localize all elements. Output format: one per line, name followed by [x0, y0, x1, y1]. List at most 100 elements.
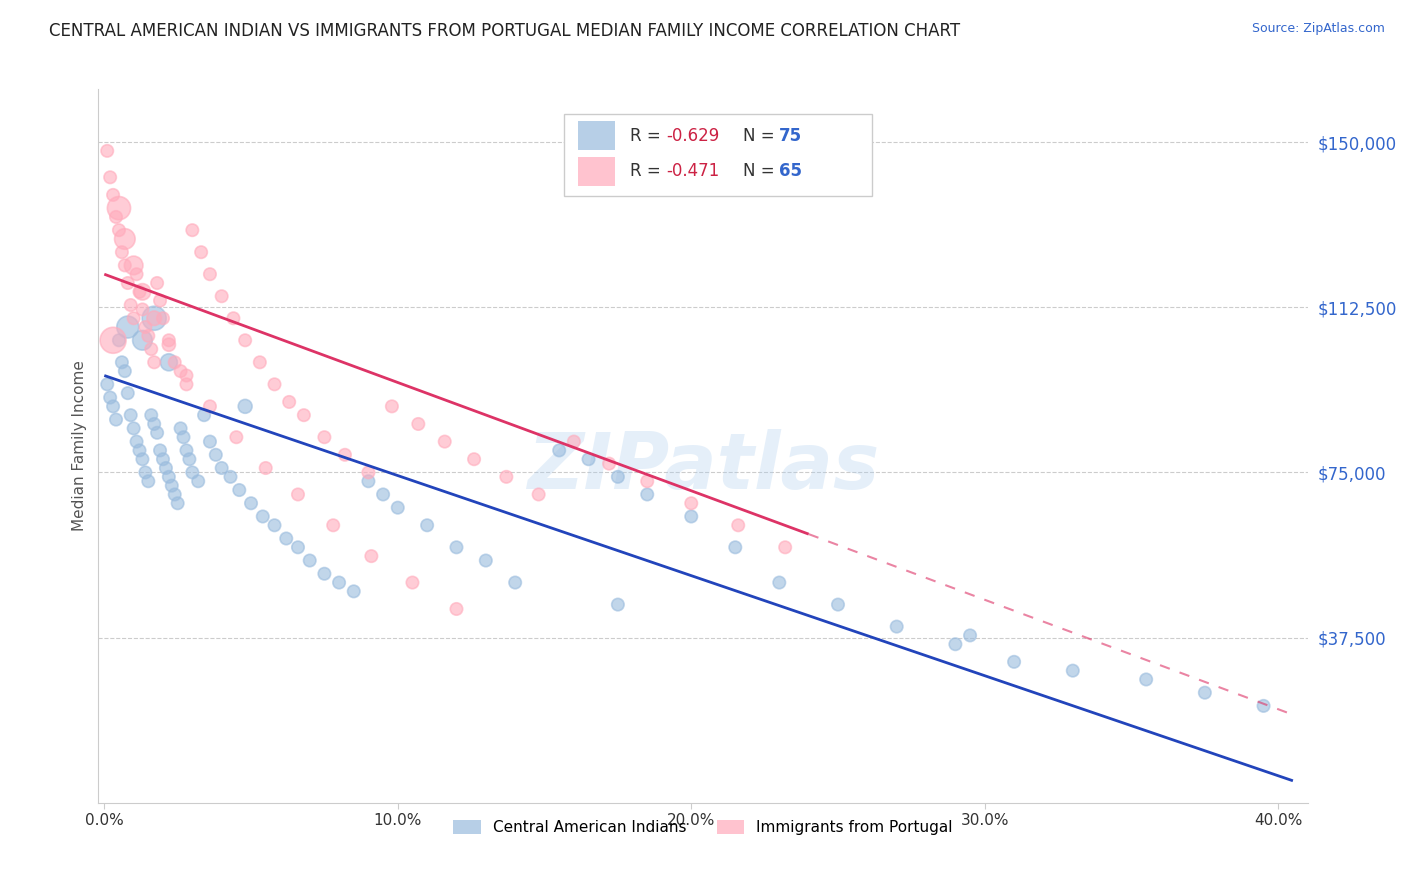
Bar — [578, 121, 614, 150]
Text: ZIPatlas: ZIPatlas — [527, 429, 879, 506]
Point — [1135, 673, 1157, 687]
Point — [190, 245, 212, 260]
Point — [163, 355, 186, 369]
Point — [143, 417, 166, 431]
Point — [128, 443, 150, 458]
Point — [176, 368, 198, 383]
Point — [198, 434, 221, 449]
Point — [125, 434, 148, 449]
Point — [1002, 655, 1025, 669]
Point — [276, 532, 298, 546]
Point — [254, 461, 277, 475]
Point — [114, 232, 136, 246]
Point — [298, 553, 321, 567]
Point — [176, 377, 198, 392]
Point — [562, 434, 585, 449]
Point — [166, 496, 188, 510]
Point — [108, 201, 131, 215]
Point — [146, 276, 169, 290]
Point — [681, 509, 703, 524]
Point — [141, 408, 163, 422]
Point — [548, 443, 571, 458]
Point — [108, 333, 131, 347]
Point — [157, 355, 180, 369]
Point — [463, 452, 485, 467]
Point — [446, 541, 468, 555]
Point — [131, 302, 153, 317]
Point — [252, 509, 274, 524]
Point — [120, 298, 142, 312]
Point — [228, 483, 250, 497]
Point — [636, 475, 658, 489]
Point — [328, 575, 350, 590]
Text: 75: 75 — [779, 127, 803, 145]
Point — [136, 329, 159, 343]
Point — [204, 448, 226, 462]
Point — [169, 364, 191, 378]
Point — [360, 549, 382, 563]
Bar — [578, 157, 614, 186]
Point — [117, 276, 139, 290]
Point — [98, 391, 121, 405]
Point — [169, 421, 191, 435]
Point — [146, 425, 169, 440]
Point — [278, 395, 301, 409]
Point — [827, 598, 849, 612]
Point — [155, 461, 177, 475]
Point — [314, 566, 336, 581]
Text: R =: R = — [630, 162, 666, 180]
Point — [143, 311, 166, 326]
Text: N =: N = — [742, 162, 780, 180]
Point — [181, 466, 204, 480]
Point — [1194, 686, 1216, 700]
Point — [381, 400, 404, 414]
Point — [108, 223, 131, 237]
Point — [322, 518, 344, 533]
Point — [681, 496, 703, 510]
Point — [959, 628, 981, 642]
Point — [503, 575, 526, 590]
Point — [446, 602, 468, 616]
Point — [111, 355, 134, 369]
Point — [120, 408, 142, 422]
Text: Source: ZipAtlas.com: Source: ZipAtlas.com — [1251, 22, 1385, 36]
Text: -0.629: -0.629 — [666, 127, 720, 145]
Point — [134, 320, 156, 334]
Point — [122, 421, 145, 435]
Point — [433, 434, 456, 449]
Point — [475, 553, 498, 567]
Point — [225, 430, 247, 444]
Point — [578, 452, 600, 467]
Point — [886, 619, 908, 633]
Point — [1062, 664, 1084, 678]
Point — [357, 475, 380, 489]
Point — [527, 487, 550, 501]
Text: -0.471: -0.471 — [666, 162, 720, 180]
Point — [768, 575, 790, 590]
Text: R =: R = — [630, 127, 666, 145]
FancyBboxPatch shape — [564, 114, 872, 196]
Point — [263, 518, 285, 533]
Point — [176, 443, 198, 458]
Point — [606, 470, 628, 484]
Point — [163, 487, 186, 501]
Y-axis label: Median Family Income: Median Family Income — [72, 360, 87, 532]
Point — [105, 210, 128, 224]
Point — [141, 342, 163, 356]
Point — [157, 470, 180, 484]
Point — [606, 598, 628, 612]
Point — [111, 245, 134, 260]
Point — [357, 466, 380, 480]
Point — [233, 333, 256, 347]
Point — [773, 541, 796, 555]
Point — [211, 461, 233, 475]
Point — [114, 259, 136, 273]
Point — [105, 412, 128, 426]
Point — [724, 541, 747, 555]
Point — [222, 311, 245, 326]
Point — [101, 400, 124, 414]
Point — [143, 355, 166, 369]
Point — [211, 289, 233, 303]
Point — [98, 170, 121, 185]
Point — [173, 430, 195, 444]
